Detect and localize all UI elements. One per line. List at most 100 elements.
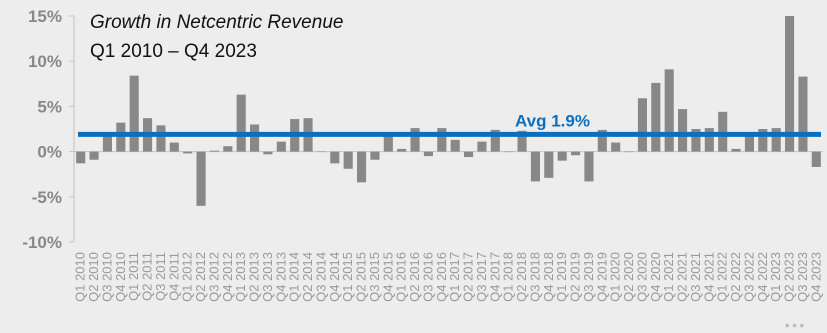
x-tick-label: Q1 2019: [554, 252, 569, 302]
x-tick-label: Q2 2023: [782, 252, 797, 302]
x-tick-label: Q2 2019: [568, 252, 583, 302]
bar: [718, 111, 728, 152]
bar: [223, 146, 233, 152]
bar: [116, 122, 126, 152]
x-tick-label: Q4 2017: [487, 252, 502, 302]
x-tick-label: Q1 2011: [126, 252, 141, 301]
x-tick-label: Q4 2023: [808, 252, 823, 302]
y-tick-label: 0%: [37, 143, 62, 162]
bar: [129, 75, 139, 152]
x-tick-label: Q3 2010: [99, 252, 114, 302]
x-tick-label: Q3 2012: [206, 252, 221, 302]
x-tick-label: Q3 2013: [260, 252, 275, 302]
x-tick-label: Q2 2016: [407, 252, 422, 302]
bar: [651, 82, 661, 152]
bar: [169, 142, 179, 152]
bar: [624, 151, 634, 153]
x-tick-label: Q2 2015: [354, 252, 369, 302]
x-tick-label: Q3 2023: [795, 252, 810, 302]
x-tick-label: Q2 2020: [621, 252, 636, 302]
x-tick-label: Q4 2015: [380, 252, 395, 302]
x-tick-label: Q2 2021: [675, 252, 690, 302]
bar: [89, 151, 99, 160]
x-tick-label: Q4 2012: [220, 252, 235, 302]
bar: [771, 128, 781, 152]
x-tick-label: Q1 2014: [287, 252, 302, 302]
x-tick-label: Q2 2017: [461, 252, 476, 302]
x-tick-label: Q1 2022: [715, 252, 730, 302]
x-tick-label: Q3 2017: [474, 252, 489, 302]
bar: [517, 130, 527, 152]
bar: [450, 139, 460, 152]
bar: [183, 151, 193, 154]
x-tick-label: Q3 2021: [688, 252, 703, 302]
bar: [664, 69, 674, 152]
bar: [236, 94, 246, 152]
x-tick-label: Q1 2013: [233, 252, 248, 302]
bar: [343, 151, 353, 169]
bar: [811, 151, 821, 167]
x-tick-label: Q1 2020: [608, 252, 623, 302]
x-tick-label: Q1 2018: [501, 252, 516, 302]
bar: [704, 128, 714, 152]
chart-title: Growth in Netcentric Revenue: [90, 12, 343, 33]
y-tick-label: -10%: [22, 233, 62, 252]
x-tick-label: Q1 2023: [768, 252, 783, 302]
y-tick-label: 10%: [28, 52, 62, 71]
x-tick-label: Q3 2018: [527, 252, 542, 302]
x-tick-label: Q4 2016: [434, 252, 449, 302]
x-tick-label: Q3 2015: [367, 252, 382, 302]
bar: [357, 151, 367, 183]
x-tick-label: Q4 2020: [648, 252, 663, 302]
x-tick-label: Q3 2019: [581, 252, 596, 302]
bar: [637, 98, 647, 152]
x-tick-label: Q2 2010: [86, 252, 101, 302]
x-tick-label: Q4 2022: [755, 252, 770, 302]
x-tick-label: Q2 2012: [193, 252, 208, 302]
x-tick-label: Q1 2016: [394, 252, 409, 302]
x-tick-label: Q1 2010: [73, 252, 88, 302]
x-tick-label: Q1 2012: [180, 252, 195, 302]
x-tick-label: Q4 2011: [166, 252, 181, 301]
bar: [464, 151, 474, 158]
bar: [597, 129, 607, 152]
average-layer: Avg 1.9%: [78, 111, 821, 137]
bar: [383, 136, 393, 152]
bar: [76, 151, 86, 164]
bar: [571, 151, 581, 156]
y-tick-label: -5%: [32, 188, 62, 207]
x-tick-label: Q4 2013: [273, 252, 288, 302]
bar: [156, 125, 166, 152]
average-label: Avg 1.9%: [515, 111, 590, 130]
bar: [316, 151, 326, 153]
bar: [530, 151, 540, 182]
x-tick-label: Q2 2011: [140, 252, 155, 301]
bar: [330, 151, 340, 164]
bar: [785, 16, 795, 152]
x-tick-label: Q4 2014: [327, 252, 342, 302]
y-tick-label: 5%: [37, 97, 62, 116]
bar: [504, 151, 514, 153]
x-tick-label: Q3 2014: [313, 252, 328, 302]
bar: [584, 151, 594, 182]
bar: [691, 129, 701, 152]
x-tick-label: Q2 2013: [247, 252, 262, 302]
bar: [423, 151, 433, 157]
bar: [731, 148, 741, 152]
bar: [557, 151, 567, 161]
x-tick-label: Q4 2018: [541, 252, 556, 302]
bar: [276, 141, 286, 152]
bar: [678, 109, 688, 152]
bar: [102, 135, 112, 152]
bar: [250, 124, 260, 152]
bar: [370, 151, 380, 160]
chart-subtitle: Q1 2010 – Q4 2023: [90, 41, 257, 62]
x-tick-label: Q3 2016: [420, 252, 435, 302]
bar: [196, 151, 206, 206]
x-tick-label: Q4 2010: [113, 252, 128, 302]
bar: [209, 150, 219, 152]
bar: [437, 128, 447, 152]
bar: [758, 129, 768, 152]
